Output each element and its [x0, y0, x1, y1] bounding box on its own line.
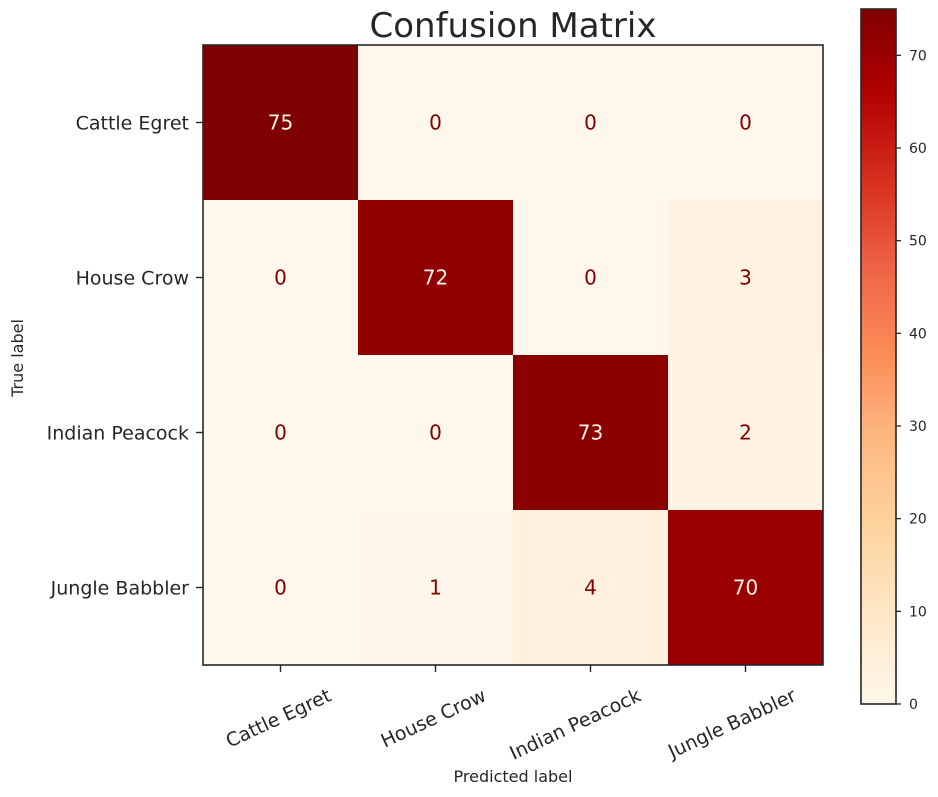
colorbar-ticks: 0 10 20 30 40 50 60 70 [896, 48, 927, 713]
heatmap-cell [668, 510, 824, 666]
x-tick-marks [279, 665, 747, 672]
heatmap-cell [358, 45, 514, 201]
cell-value-label: 0 [274, 421, 287, 445]
colorbar-tick-label: 0 [909, 697, 918, 713]
y-tick-labels: Cattle Egret House Crow Indian Peacock Jung… [47, 113, 190, 600]
colorbar-tick-label: 40 [909, 326, 927, 342]
cell-value-label: 0 [429, 111, 442, 135]
cell-value-label: 1 [429, 576, 442, 600]
y-tick-label: Indian Peacock [47, 423, 189, 445]
heatmap-cell [668, 200, 824, 356]
colorbar-tick-label: 20 [909, 512, 927, 528]
chart-title: Confusion Matrix [370, 6, 657, 46]
heatmap-cell [358, 355, 514, 511]
colorbar-tick-label: 70 [909, 48, 927, 64]
x-tick-label: Cattle Egret [223, 685, 335, 753]
heatmap-cell [203, 355, 359, 511]
cell-value-label: 0 [274, 266, 287, 290]
y-tick-marks [196, 121, 203, 589]
heatmap-cell [513, 200, 669, 356]
heatmap-cell [203, 45, 359, 201]
x-tick-label: Jungle Babbler [664, 685, 800, 764]
plot-frame [202, 44, 824, 666]
colorbar [860, 8, 897, 705]
cell-value-label: 0 [274, 576, 287, 600]
heatmap-cell [668, 355, 824, 511]
x-tick-labels: Cattle Egret House Crow Indian Peacock Jung… [223, 685, 800, 765]
cell-value-label: 4 [584, 576, 597, 600]
y-tick-label: House Crow [76, 268, 189, 290]
cell-value-label: 70 [733, 576, 758, 600]
heatmap-cell [513, 355, 669, 511]
cell-value-label: 72 [423, 266, 448, 290]
heatmap-cell [358, 200, 514, 356]
heatmap-cell [358, 510, 514, 666]
colorbar-tick-label: 10 [909, 604, 927, 620]
heatmap-cell [203, 200, 359, 356]
cell-value-label: 0 [739, 111, 752, 135]
y-tick-label: Cattle Egret [76, 113, 189, 135]
colorbar-tick-label: 30 [909, 419, 927, 435]
cell-value-label: 3 [739, 266, 752, 290]
cell-value-label: 2 [739, 421, 752, 445]
x-tick-label: Indian Peacock [506, 685, 644, 765]
cell-value-label: 0 [584, 111, 597, 135]
y-axis-label: True label [8, 319, 27, 398]
colorbar-tick-label: 60 [909, 141, 927, 157]
cell-value-label: 75 [268, 111, 293, 135]
cell-value-label: 73 [578, 421, 603, 445]
cell-value-label: 0 [429, 421, 442, 445]
x-axis-label: Predicted label [454, 767, 573, 786]
heatmap-cell [668, 45, 824, 201]
cell-value-label: 0 [584, 266, 597, 290]
heatmap-cell [513, 45, 669, 201]
heatmap-cell [203, 510, 359, 666]
colorbar-tick-label: 50 [909, 234, 927, 250]
heatmap-cells: 75 0 0 0 0 72 0 3 0 0 73 2 0 1 4 70 [203, 45, 824, 666]
y-tick-label: Jungle Babbler [50, 578, 190, 600]
heatmap-cell [513, 510, 669, 666]
x-tick-label: House Crow [378, 685, 490, 753]
